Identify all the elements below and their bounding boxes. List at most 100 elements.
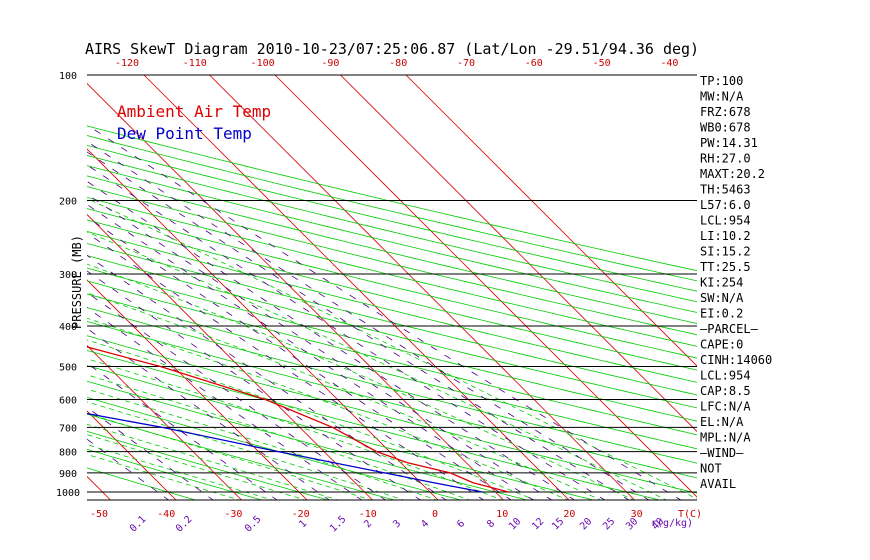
pressure-tick-label: 400 [59, 322, 77, 333]
isotherm-line [87, 279, 308, 500]
mixing-ratio-line [87, 216, 512, 500]
background-grid [0, 66, 697, 501]
index-line: FRZ:678 [700, 105, 751, 119]
pressure-tick-label: 800 [59, 448, 77, 459]
index-line: EL:N/A [700, 415, 744, 429]
index-line: CAP:8.5 [700, 384, 751, 398]
mixing-ratio-label: 0.1 [128, 514, 149, 535]
moist-adiabat-line [87, 401, 405, 500]
dry-adiabat-line [87, 448, 264, 500]
dry-adiabat-line [87, 349, 662, 500]
mixing-ratio-line [87, 291, 387, 500]
index-line: MPL:N/A [700, 431, 751, 445]
dry-adiabat-line [87, 154, 697, 303]
mixing-ratio-line [87, 406, 214, 500]
index-line: MAXT:20.2 [700, 167, 765, 181]
isotherm-line [339, 75, 697, 433]
mixing-ratio-line [87, 307, 363, 500]
index-line: SI:15.2 [700, 245, 751, 259]
pressure-tick-label: 300 [59, 270, 77, 281]
dry-adiabat-line [87, 135, 697, 282]
mixing-ratio-line [87, 327, 331, 500]
moist-adiabat-line [87, 231, 668, 500]
index-line: LCL:954 [700, 369, 751, 383]
index-line: TP:100 [700, 74, 743, 88]
mixing-ratio-label: 10 [507, 516, 523, 532]
dry-adiabat-line [87, 255, 697, 409]
pressure-tick-label: 500 [59, 362, 77, 373]
legend-entry: Ambient Air Temp [117, 102, 271, 121]
index-line: MW:N/A [700, 90, 744, 104]
temp-tick-label-top: -90 [321, 58, 339, 69]
mixing-ratio-label: 0.2 [174, 514, 195, 535]
temp-tick-label-bottom: 10 [496, 509, 508, 520]
mixing-ratio-label: 20 [578, 516, 594, 532]
index-line: NOT [700, 462, 722, 476]
temp-axis-label: T(C) [678, 509, 702, 520]
dry-adiabat-line [87, 335, 697, 494]
pressure-tick-label: 900 [59, 469, 77, 480]
mixing-ratio-line [87, 140, 650, 500]
moist-adiabat-line [87, 339, 537, 500]
moist-adiabat-line [91, 200, 697, 500]
mixing-ratio-line [87, 232, 485, 500]
mixing-ratio-line [87, 164, 606, 500]
mixing-ratio-label: 2 [362, 518, 374, 530]
temp-tick-label-bottom: -40 [157, 509, 175, 520]
dry-adiabat-line [87, 208, 697, 359]
isotherm-line [0, 66, 46, 501]
index-line: RH:27.0 [700, 152, 751, 166]
pressure-tick-label: 700 [59, 423, 77, 434]
isotherm-line [143, 75, 570, 500]
mixing-ratio-label: 4 [419, 518, 431, 530]
temp-tick-label-bottom: 0 [432, 509, 438, 520]
isotherm-line [87, 148, 439, 500]
index-line: LFC:N/A [700, 400, 751, 414]
profile-series [87, 346, 509, 493]
mixing-ratio-label: 8 [485, 518, 497, 530]
index-line: EI:0.2 [700, 307, 743, 321]
temp-tick-label-bottom: -50 [90, 509, 108, 520]
dry-adiabat-line [87, 242, 697, 396]
index-line: LI:10.2 [700, 229, 751, 243]
index-line: PW:14.31 [700, 136, 758, 150]
index-line: CINH:14060 [700, 353, 772, 367]
index-line: CAPE:0 [700, 338, 743, 352]
dry-adiabat-line [87, 144, 697, 292]
temp-tick-label-bottom: -20 [292, 509, 310, 520]
temp-tick-label-top: -40 [660, 58, 678, 69]
dry-adiabat-line [87, 175, 697, 324]
index-line: AVAIL [700, 477, 736, 491]
dry-adiabat-line [87, 231, 697, 383]
dry-adiabat-line [87, 267, 697, 422]
mixing-ratio-line [87, 254, 447, 500]
index-line: —PARCEL— [700, 322, 759, 336]
dry-adiabat-line [87, 219, 697, 371]
temp-tick-label-top: -50 [593, 58, 611, 69]
dry-adiabat-line [87, 430, 330, 500]
isotherm-line [87, 213, 374, 500]
mixing-ratio-label: 25 [601, 516, 617, 532]
temp-tick-label-bottom: 30 [631, 509, 643, 520]
temp-tick-label-top: -110 [183, 58, 207, 69]
mixing-ratio-label: 1.5 [328, 514, 349, 535]
dry-adiabat-line [87, 467, 197, 500]
temp-tick-label-top: -120 [115, 58, 139, 69]
isotherm-line [87, 410, 177, 500]
mixing-ratio-line [87, 203, 534, 500]
index-line: TH:5463 [700, 183, 751, 197]
pressure-tick-label: 200 [59, 197, 77, 208]
dry-adiabat-line [87, 293, 697, 450]
y-axis-label: PRESSURE (MB) [70, 235, 84, 329]
isotherm-line [208, 75, 636, 500]
mixing-ratio-label: 6 [455, 518, 467, 530]
dry-adiabat-line [87, 280, 697, 436]
chart-title: AIRS SkewT Diagram 2010-10-23/07:25:06.8… [85, 40, 699, 58]
index-line: LCL:954 [700, 214, 751, 228]
index-line: TT:25.5 [700, 260, 751, 274]
temp-tick-label-bottom: -30 [224, 509, 242, 520]
dry-adiabat-line [87, 186, 697, 336]
moist-adiabat-line [87, 317, 569, 500]
